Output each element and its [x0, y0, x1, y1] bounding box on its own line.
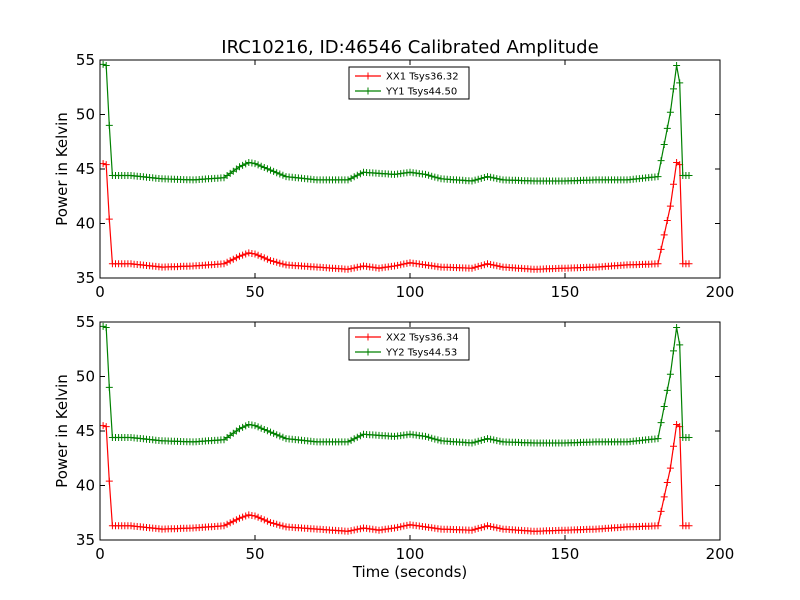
y-tick-label: 50	[76, 368, 95, 386]
legend-box	[348, 66, 470, 100]
series-markers	[99, 322, 693, 447]
legend-entry: YY1 Tsys44.50	[385, 87, 457, 98]
y-axis-label: Power in Kelvin	[53, 374, 71, 488]
y-axis-label: Power in Kelvin	[53, 112, 71, 226]
y-tick-label: 50	[76, 106, 95, 124]
x-tick-label: 200	[706, 283, 735, 301]
y-tick-label: 35	[76, 269, 95, 287]
series-markers	[99, 421, 693, 535]
legend-marker	[364, 348, 372, 356]
legend: XX2 Tsys36.34 YY2 Tsys44.53	[348, 327, 470, 361]
series-markers	[99, 60, 693, 185]
series-line	[102, 161, 689, 270]
x-tick-label: 50	[245, 283, 264, 301]
legend-marker	[364, 72, 372, 80]
legend-entry: XX2 Tsys36.34	[386, 333, 459, 344]
series-line	[102, 423, 689, 532]
legend-marker	[364, 87, 372, 95]
y-tick-label: 40	[76, 215, 95, 233]
y-tick-label: 35	[76, 531, 95, 549]
panel-2: 0 50 100 150 200 35 40 45 50 55 Power in Kelvin Tim…	[53, 313, 734, 581]
x-tick-label: 0	[95, 283, 105, 301]
x-tick-label: 100	[396, 545, 425, 563]
panel-1: 0 50 100 150 200 35 40 45 50 55 Power in Kelvin XX1…	[53, 51, 734, 301]
legend-box	[348, 327, 470, 361]
y-tick-label: 45	[76, 422, 95, 440]
y-tick-label: 45	[76, 160, 95, 178]
y-tick-label: 55	[76, 313, 95, 331]
legend-marker	[364, 333, 372, 341]
series-markers	[99, 159, 693, 273]
x-tick-label: 50	[245, 545, 264, 563]
x-tick-label: 100	[396, 283, 425, 301]
x-tick-label: 150	[551, 283, 580, 301]
x-tick-label: 0	[95, 545, 105, 563]
legend-entry: YY2 Tsys44.53	[385, 348, 457, 359]
x-axis-label: Time (seconds)	[352, 563, 468, 581]
x-tick-label: 150	[551, 545, 580, 563]
y-tick-label: 55	[76, 51, 95, 69]
x-tick-label: 200	[706, 545, 735, 563]
chart-title: IRC10216, ID:46546 Calibrated Amplitude	[221, 37, 598, 58]
y-tick-label: 40	[76, 477, 95, 495]
legend: XX1 Tsys36.32 YY1 Tsys44.50	[348, 66, 470, 100]
legend-entry: XX1 Tsys36.32	[386, 72, 459, 83]
